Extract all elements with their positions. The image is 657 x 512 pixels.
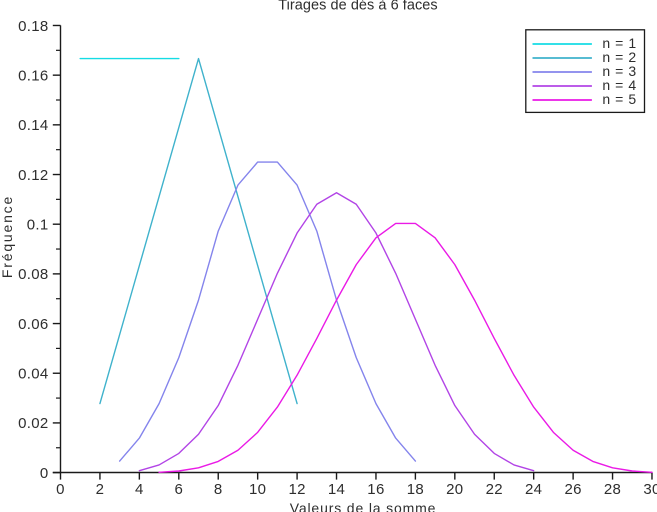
svg-text:26: 26: [564, 481, 581, 498]
svg-text:n = 1: n = 1: [602, 35, 636, 51]
svg-text:n = 2: n = 2: [602, 49, 636, 65]
svg-text:0: 0: [40, 465, 49, 482]
svg-text:2: 2: [96, 481, 105, 498]
svg-text:20: 20: [446, 481, 463, 498]
svg-text:n = 4: n = 4: [602, 77, 636, 93]
svg-text:n = 3: n = 3: [602, 63, 636, 79]
svg-text:Tirages de dés à 6 faces: Tirages de dés à 6 faces: [278, 0, 437, 13]
svg-text:24: 24: [525, 481, 542, 498]
svg-text:14: 14: [328, 481, 345, 498]
svg-text:16: 16: [367, 481, 384, 498]
svg-text:28: 28: [604, 481, 621, 498]
svg-text:0.08: 0.08: [18, 266, 48, 283]
svg-text:0.1: 0.1: [27, 217, 49, 234]
svg-text:6: 6: [174, 481, 183, 498]
svg-text:0.14: 0.14: [18, 117, 48, 134]
svg-text:30: 30: [643, 481, 657, 498]
svg-text:12: 12: [288, 481, 305, 498]
svg-text:10: 10: [249, 481, 266, 498]
svg-text:0.02: 0.02: [18, 415, 48, 432]
svg-text:0.12: 0.12: [18, 167, 48, 184]
svg-text:0: 0: [56, 481, 65, 498]
svg-text:Valeurs de la somme: Valeurs de la somme: [290, 500, 437, 512]
svg-text:n = 5: n = 5: [602, 91, 636, 107]
svg-text:0.16: 0.16: [18, 67, 48, 84]
svg-text:18: 18: [407, 481, 424, 498]
svg-text:22: 22: [486, 481, 503, 498]
svg-text:0.06: 0.06: [18, 316, 48, 333]
svg-text:0.04: 0.04: [18, 366, 48, 383]
svg-text:Fréquence: Fréquence: [0, 195, 15, 278]
svg-text:8: 8: [214, 481, 223, 498]
svg-text:0.18: 0.18: [18, 18, 48, 35]
svg-text:4: 4: [135, 481, 144, 498]
